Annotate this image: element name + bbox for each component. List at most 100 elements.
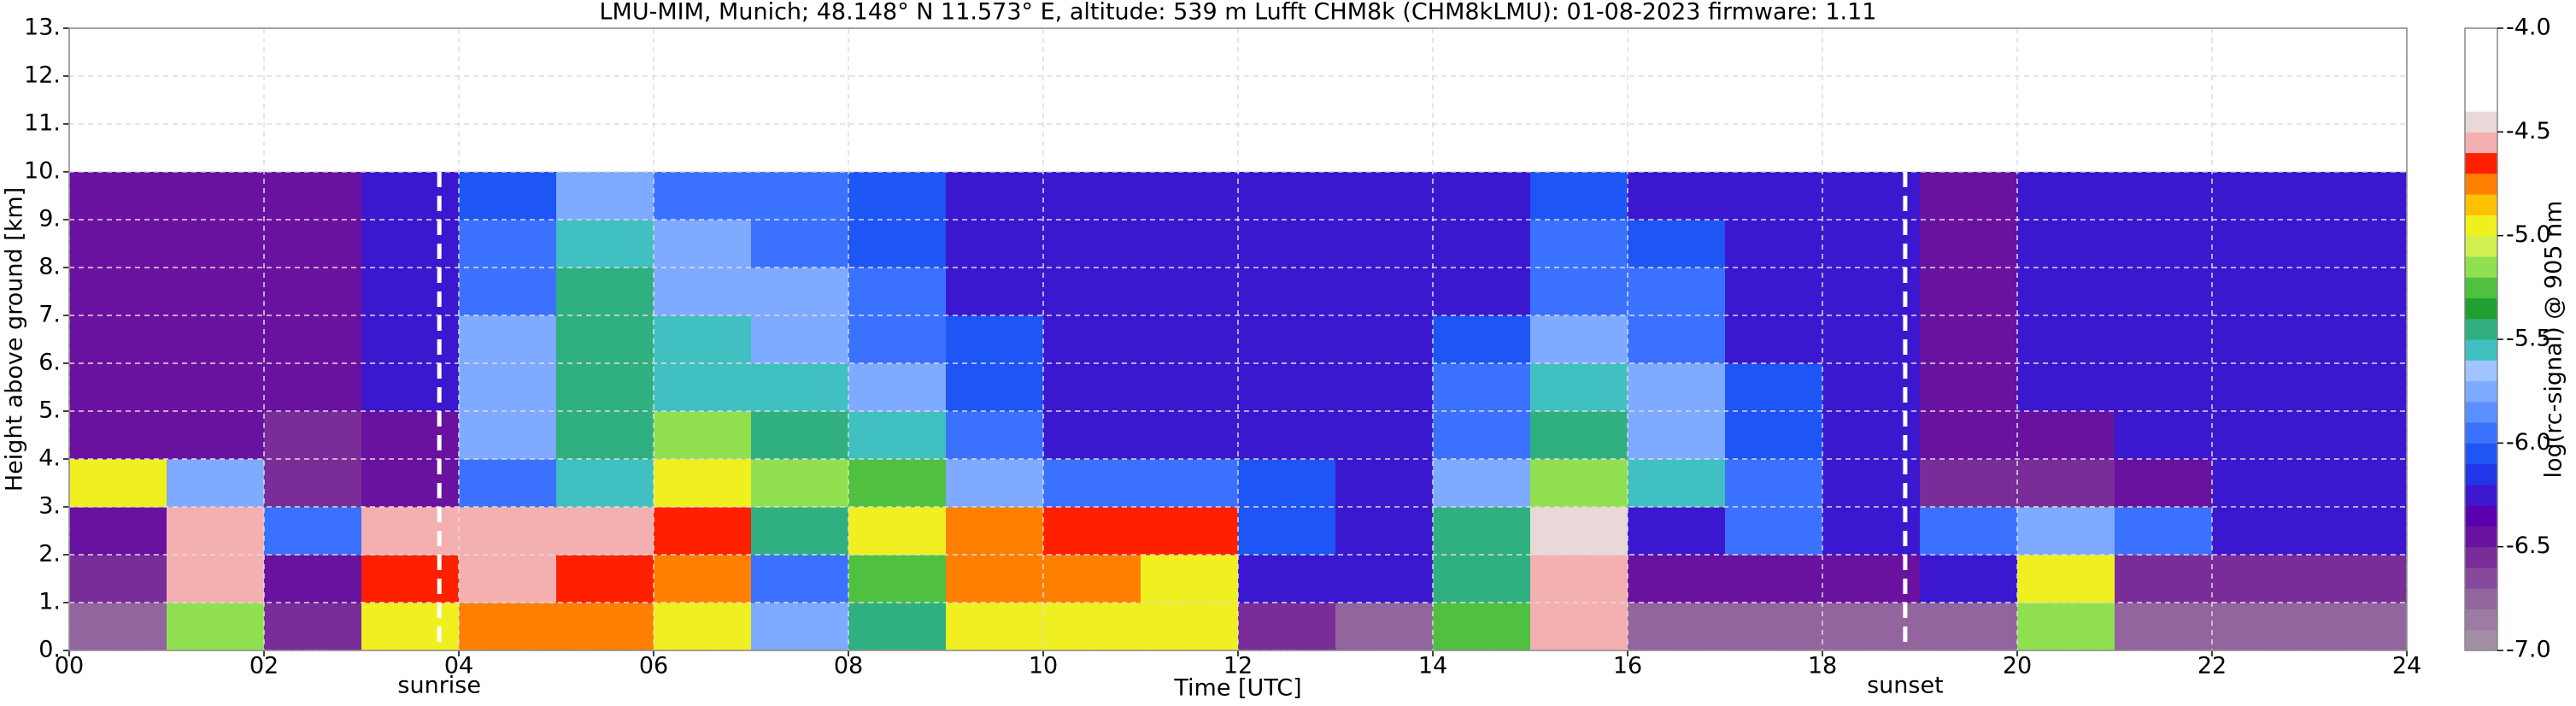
heatmap-cell xyxy=(2212,555,2310,603)
heatmap-cell xyxy=(556,555,654,603)
heatmap-cell xyxy=(1335,363,1434,412)
heatmap-cell xyxy=(1141,363,1239,412)
heatmap-cell xyxy=(1043,315,1141,364)
heatmap-cell xyxy=(946,411,1044,460)
heatmap-cell xyxy=(167,507,265,556)
heatmap-cell xyxy=(459,315,557,364)
heatmap-cell xyxy=(1920,363,2018,412)
heatmap-cell xyxy=(1335,268,1434,316)
heatmap-cell xyxy=(2115,315,2213,364)
heatmap-cell xyxy=(654,315,752,364)
heatmap-cell xyxy=(848,172,947,221)
heatmap-cell xyxy=(1530,411,1628,460)
heatmap-cell xyxy=(2309,315,2408,364)
heatmap-cell xyxy=(1433,268,1531,316)
colorbar-swatch xyxy=(2465,90,2497,112)
heatmap-cell xyxy=(848,363,947,412)
heatmap-cell xyxy=(751,315,849,364)
heatmap-cell xyxy=(848,315,947,364)
heatmap-cell xyxy=(1530,268,1628,316)
colorbar-swatch xyxy=(2465,380,2497,403)
heatmap-cell xyxy=(1141,172,1239,221)
colorbar-swatch xyxy=(2465,194,2497,215)
colorbar-swatch xyxy=(2465,484,2497,506)
heatmap-cell xyxy=(654,411,752,460)
heatmap-cell xyxy=(2309,268,2408,316)
y-tick-label: 1. xyxy=(38,589,61,615)
x-tick-label: 04 xyxy=(444,653,473,680)
heatmap-cell xyxy=(1725,507,1823,556)
y-tick-label: 2. xyxy=(38,541,61,568)
colorbar-swatch xyxy=(2465,443,2497,465)
heatmap-cell xyxy=(264,220,362,268)
heatmap-cell xyxy=(556,459,654,508)
heatmap-cell xyxy=(69,315,167,364)
heatmap-cell xyxy=(2309,172,2408,221)
heatmap-cell xyxy=(361,172,460,221)
colorbar-swatch xyxy=(2465,173,2497,195)
colorbar-swatch xyxy=(2465,277,2497,298)
heatmap-cell xyxy=(1920,315,2018,364)
heatmap-cell xyxy=(2115,459,2213,508)
x-tick-label: 12 xyxy=(1223,653,1253,680)
heatmap-cell xyxy=(1725,268,1823,316)
y-tick-label: 8. xyxy=(38,254,61,280)
heatmap-cell xyxy=(654,459,752,508)
heatmap-cell xyxy=(1043,220,1141,268)
heatmap-cell xyxy=(848,603,947,651)
heatmap-cell xyxy=(2115,555,2213,603)
heatmap-cell xyxy=(654,555,752,603)
heatmap-cell xyxy=(1141,459,1239,508)
x-tick-label: 18 xyxy=(1808,653,1837,680)
heatmap-cell xyxy=(1530,459,1628,508)
heatmap-cell xyxy=(2017,459,2115,508)
heatmap-cell xyxy=(167,268,265,316)
heatmap-cell xyxy=(1530,507,1628,556)
heatmap-cell xyxy=(167,315,265,364)
heatmap-cell xyxy=(751,507,849,556)
heatmap-cell xyxy=(1920,555,2018,603)
heatmap-cell xyxy=(2212,220,2310,268)
x-tick-label: 06 xyxy=(639,653,668,680)
heatmap-cell xyxy=(1433,363,1531,412)
heatmap-cell xyxy=(459,507,557,556)
heatmap-cell xyxy=(1920,507,2018,556)
heatmap-cell xyxy=(1043,172,1141,221)
x-tick-label: 00 xyxy=(55,653,84,680)
heatmap-cell xyxy=(69,459,167,508)
heatmap-cell xyxy=(69,363,167,412)
heatmap-cell xyxy=(1238,411,1336,460)
heatmap-cell xyxy=(1238,220,1336,268)
plot-frame xyxy=(68,27,2408,651)
heatmap-cell xyxy=(459,555,557,603)
heatmap-cell xyxy=(751,411,849,460)
heatmap-cell xyxy=(1530,363,1628,412)
heatmap-cell xyxy=(848,507,947,556)
heatmap-cell xyxy=(1043,459,1141,508)
heatmap-cell xyxy=(1043,268,1141,316)
heatmap-cell xyxy=(2212,315,2310,364)
heatmap-cell xyxy=(264,363,362,412)
colorbar-swatch xyxy=(2465,401,2497,423)
heatmap-cell xyxy=(264,172,362,221)
x-tick-label: 22 xyxy=(2198,653,2227,680)
heatmap-cell xyxy=(1043,363,1141,412)
heatmap-cell xyxy=(1725,315,1823,364)
x-tick-label: 20 xyxy=(2003,653,2032,680)
heatmap-cell xyxy=(69,603,167,651)
heatmap-cell xyxy=(459,172,557,221)
y-tick-label: 7. xyxy=(38,302,61,328)
heatmap-cell xyxy=(946,459,1044,508)
y-tick-label: 13. xyxy=(24,15,61,41)
colorbar-swatch xyxy=(2465,132,2497,154)
colorbar-tick-label: -6.5 xyxy=(2506,532,2551,559)
heatmap-cell xyxy=(264,411,362,460)
heatmap-cell xyxy=(1628,363,1726,412)
heatmap-cell xyxy=(361,220,460,268)
heatmap-cell xyxy=(1238,268,1336,316)
colorbar-swatch xyxy=(2465,629,2497,651)
colorbar-swatch xyxy=(2465,111,2497,132)
colorbar-swatch xyxy=(2465,256,2497,278)
heatmap-cell xyxy=(167,363,265,412)
